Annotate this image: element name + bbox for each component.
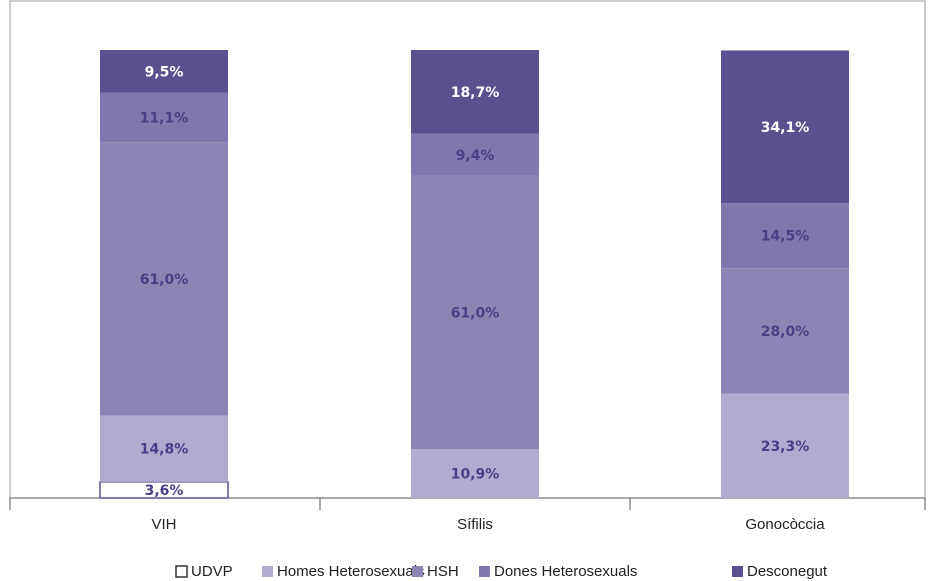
legend-swatch <box>479 566 490 577</box>
legend-swatch <box>732 566 743 577</box>
value-label: 14,8% <box>140 442 189 458</box>
x-tick-label: VIH <box>151 516 176 533</box>
value-label: 10,9% <box>451 467 500 483</box>
bar-segment <box>721 50 849 204</box>
bar-segment <box>721 393 849 498</box>
bar-segment <box>100 50 228 93</box>
legend-label: Dones Heterosexuals <box>494 563 637 580</box>
bar-segment <box>411 175 539 450</box>
bar-segment <box>411 133 539 176</box>
x-tick-label: Sífilis <box>457 516 493 533</box>
bar-segment <box>721 203 849 269</box>
value-label: 28,0% <box>761 324 810 340</box>
value-label: 23,3% <box>761 439 810 455</box>
legend-swatch <box>175 565 188 578</box>
bar-segment <box>411 50 539 134</box>
legend-label: HSH <box>427 563 459 580</box>
value-label: 14,5% <box>761 229 810 245</box>
legend-label: Homes Heterosexuals <box>277 563 425 580</box>
value-label: 9,4% <box>456 148 495 164</box>
value-label: 18,7% <box>451 85 500 101</box>
value-label: 61,0% <box>140 272 189 288</box>
bar-segment <box>411 449 539 498</box>
legend-swatch <box>412 566 423 577</box>
bar-segment <box>100 92 228 143</box>
value-label: 11,1% <box>140 110 189 126</box>
legend-label: UDVP <box>191 563 233 580</box>
value-label: 3,6% <box>145 483 184 499</box>
bar-segment <box>721 268 849 394</box>
value-label: 34,1% <box>761 120 810 136</box>
value-label: 9,5% <box>145 64 184 80</box>
bar-segment <box>100 415 228 482</box>
legend-swatch <box>262 566 273 577</box>
x-tick-label: Gonocòccia <box>745 516 825 533</box>
value-label: 61,0% <box>451 306 500 322</box>
bar-segment <box>100 142 228 416</box>
legend-label: Desconegut <box>747 563 828 580</box>
